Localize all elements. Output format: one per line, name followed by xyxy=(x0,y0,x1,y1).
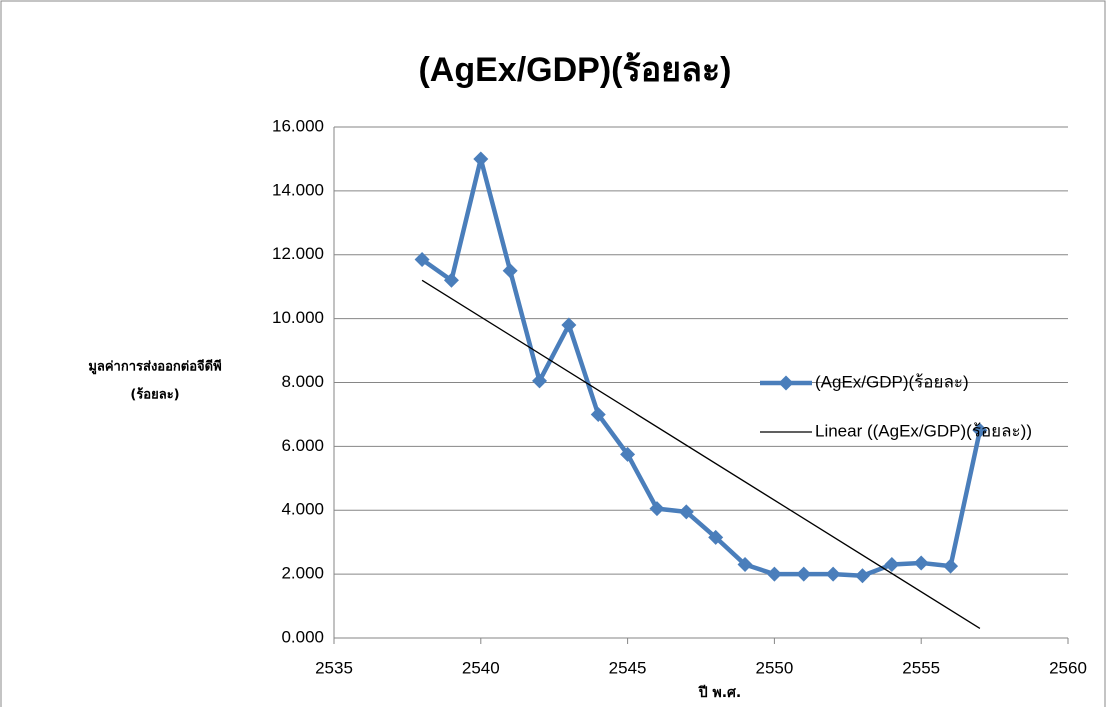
marker xyxy=(620,446,636,462)
y-axis-label: (ร้อยละ) xyxy=(130,387,179,403)
marker xyxy=(708,529,724,545)
marker xyxy=(796,566,812,582)
marker xyxy=(678,504,694,520)
marker xyxy=(649,501,665,517)
y-tick-label: 4.000 xyxy=(281,500,324,519)
marker xyxy=(561,317,577,333)
marker xyxy=(502,263,518,279)
x-tick-label: 2540 xyxy=(462,658,500,677)
x-axis-label: ปี พ.ศ. xyxy=(697,685,741,701)
x-tick-label: 2560 xyxy=(1049,658,1087,677)
marker xyxy=(473,151,489,167)
marker xyxy=(766,566,782,582)
legend-label: (AgEx/GDP)(ร้อยละ) xyxy=(815,372,969,391)
y-tick-label: 8.000 xyxy=(281,372,324,391)
marker xyxy=(825,566,841,582)
marker xyxy=(590,406,606,422)
y-tick-label: 16.000 xyxy=(272,116,324,135)
x-tick-label: 2555 xyxy=(902,658,940,677)
marker xyxy=(532,373,548,389)
y-tick-label: 6.000 xyxy=(281,436,324,455)
marker xyxy=(854,568,870,584)
x-tick-label: 2535 xyxy=(315,658,353,677)
marker xyxy=(443,272,459,288)
y-tick-label: 0.000 xyxy=(281,627,324,646)
trend-line xyxy=(421,279,981,629)
x-tick-label: 2545 xyxy=(609,658,647,677)
y-tick-label: 10.000 xyxy=(272,308,324,327)
marker xyxy=(737,557,753,573)
legend-label: Linear ((AgEx/GDP)(ร้อยละ)) xyxy=(815,421,1032,440)
y-tick-label: 2.000 xyxy=(281,564,324,583)
marker xyxy=(972,422,988,438)
marker xyxy=(943,558,959,574)
y-tick-label: 12.000 xyxy=(272,244,324,263)
chart-title: (AgEx/GDP)(ร้อยละ) xyxy=(418,51,731,89)
marker xyxy=(884,557,900,573)
x-tick-label: 2550 xyxy=(755,658,793,677)
y-axis-label: มูลค่าการส่งออกต่อจีดีพี xyxy=(88,359,221,375)
y-tick-label: 14.000 xyxy=(272,180,324,199)
series-line xyxy=(420,156,983,578)
marker xyxy=(913,555,929,571)
legend-marker xyxy=(778,375,794,391)
marker xyxy=(414,252,430,268)
